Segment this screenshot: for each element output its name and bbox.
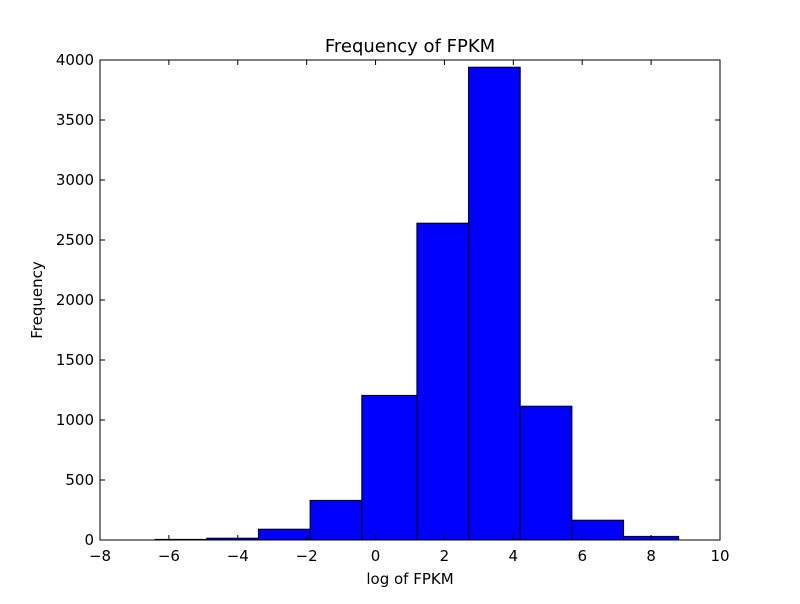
histogram-bar-5 <box>416 222 470 541</box>
plot-frame <box>99 59 721 541</box>
y-axis-label: Frequency <box>28 261 46 339</box>
x-tick-label: 6 <box>577 547 587 565</box>
y-tick-label: 2000 <box>56 291 94 309</box>
x-tick-label: 10 <box>710 547 729 565</box>
y-tick-label: 3000 <box>56 171 94 189</box>
x-tick-label: 2 <box>440 547 450 565</box>
y-tick-label: 500 <box>65 471 94 489</box>
histogram-bar-2 <box>257 528 311 541</box>
histogram-bar-6 <box>468 66 521 541</box>
y-tick-label: 1500 <box>56 351 94 369</box>
y-tick-label: 3500 <box>56 111 94 129</box>
y-tick-label: 0 <box>84 531 94 549</box>
x-tick-label: 8 <box>646 547 656 565</box>
x-tick-label: 0 <box>371 547 381 565</box>
x-tick-label: −6 <box>158 547 180 565</box>
histogram-bar-4 <box>361 394 418 541</box>
y-tick-label: 4000 <box>56 51 94 69</box>
x-tick-label: −2 <box>296 547 318 565</box>
x-tick-label: −8 <box>89 547 111 565</box>
bars-group <box>154 66 680 541</box>
chart-title: Frequency of FPKM <box>325 36 495 57</box>
histogram-bar-7 <box>519 405 573 541</box>
axis-ticks: −8 −6 −4 −2 0 2 4 6 8 10 0 500 1000 1500 2000 2500 3000 3… <box>56 51 730 565</box>
y-tick-label: 2500 <box>56 231 94 249</box>
histogram-bar-3 <box>309 499 363 541</box>
y-tick-label: 1000 <box>56 411 94 429</box>
x-tick-label: −4 <box>227 547 249 565</box>
x-tick-label: 4 <box>509 547 519 565</box>
histogram-bar-8 <box>571 519 625 541</box>
x-axis-label: log of FPKM <box>366 570 453 588</box>
